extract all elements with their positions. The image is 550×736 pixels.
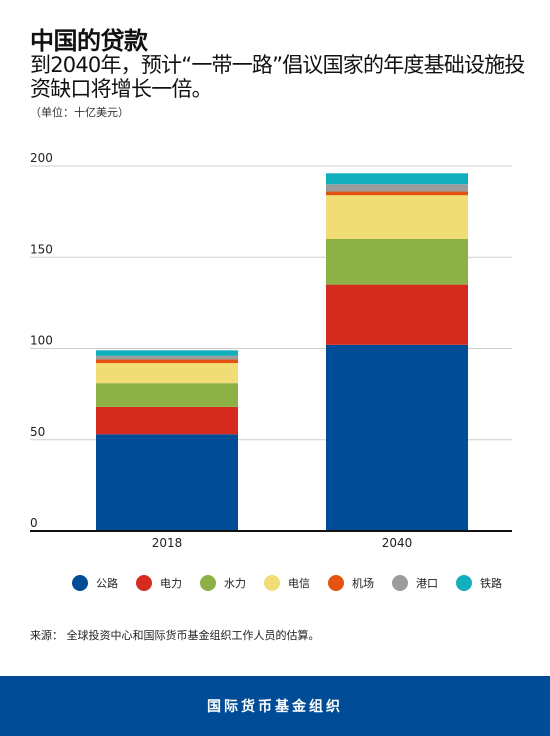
chart-subtitle: 到2040年，预计“一带一路”倡议国家的年度基础设施投资缺口将增长一倍。 (30, 53, 525, 101)
bar-segment (96, 383, 238, 407)
bar-segment (326, 284, 468, 345)
legend-swatch (456, 575, 472, 591)
bar-segment (96, 350, 238, 356)
bar-segment (96, 363, 238, 384)
legend-label: 公路 (96, 577, 118, 590)
legend-item: 铁路 (456, 575, 502, 591)
legend-item: 电信 (264, 575, 310, 591)
y-tick-label: 200 (30, 151, 53, 165)
footer-org-name: 国际货币基金组织 (207, 699, 343, 715)
x-tick-label: 2018 (152, 536, 183, 550)
legend-swatch (328, 575, 344, 591)
y-tick-label: 0 (30, 516, 38, 530)
legend-label: 水力 (224, 577, 246, 590)
legend-item: 港口 (392, 575, 438, 591)
bar-segment (326, 239, 468, 285)
bar-segment (326, 173, 468, 185)
legend-item: 公路 (72, 575, 118, 591)
bar-segment (96, 406, 238, 435)
bar-segment (326, 195, 468, 239)
bar-segment (326, 191, 468, 196)
y-tick-label: 50 (30, 425, 45, 439)
legend-label: 电信 (288, 577, 310, 590)
legend-item: 电力 (136, 575, 182, 591)
legend-item: 水力 (200, 575, 246, 591)
legend-item: 机场 (328, 575, 374, 591)
x-tick-label: 2040 (382, 536, 413, 550)
legend-swatch (136, 575, 152, 591)
legend-swatch (200, 575, 216, 591)
legend-swatch (264, 575, 280, 591)
chart-title: 中国的贷款 (30, 27, 148, 55)
legend-label: 机场 (352, 577, 374, 590)
bar-segment (96, 434, 238, 531)
y-tick-label: 100 (30, 334, 53, 348)
bar-segment (326, 344, 468, 531)
chart-legend: 公路 电力 水力 电信 机场 港口 铁路 (72, 575, 520, 591)
legend-label: 电力 (160, 577, 182, 590)
unit-label: （单位：十亿美元） (30, 106, 129, 119)
legend-label: 港口 (416, 577, 438, 590)
footer-bar: 国际货币基金组织 (0, 676, 550, 736)
legend-swatch (392, 575, 408, 591)
bar-segment (96, 359, 238, 364)
source-note: 来源： 全球投资中心和国际货币基金组织工作人员的估算。 (30, 629, 320, 642)
y-tick-label: 150 (30, 242, 53, 256)
legend-label: 铁路 (480, 577, 502, 590)
bar-segment (96, 355, 238, 360)
bar-segment (326, 184, 468, 192)
stacked-bar-chart: 0 50 100 150 200 2018 2040 (30, 151, 512, 550)
legend-swatch (72, 575, 88, 591)
